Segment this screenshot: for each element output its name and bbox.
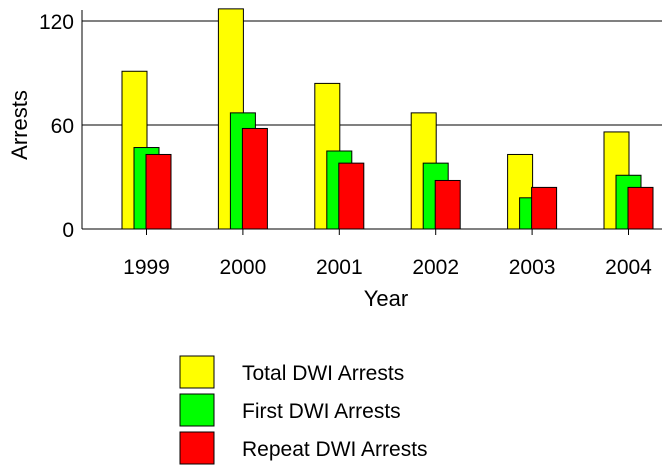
repeat-dwi-bar [241, 127, 268, 230]
repeat-dwi-bar [434, 179, 461, 230]
legend-swatch [179, 393, 215, 427]
repeat-dwi-bar [627, 186, 654, 230]
x-tick-labels: 1999 2000 2001 2002 2003 2004 [123, 256, 652, 279]
y-axis-title: Arrests [7, 90, 32, 160]
legend-swatch [179, 431, 215, 465]
legend-label: Repeat DWI Arrests [242, 438, 428, 461]
legend-label: First DWI Arrests [242, 400, 401, 423]
x-tick-label: 2001 [316, 256, 363, 279]
gridlines [82, 20, 662, 126]
axes [81, 10, 662, 235]
legend-item-first: First DWI Arrests [179, 393, 401, 427]
legend-item-total: Total DWI Arrests [179, 355, 404, 389]
x-tick-label: 2002 [412, 256, 459, 279]
x-tick-label: 2004 [605, 256, 652, 279]
x-tick-label: 1999 [123, 256, 170, 279]
x-tick-label: 2000 [220, 256, 267, 279]
legend-swatch [179, 355, 215, 389]
y-tick-label: 0 [62, 219, 74, 242]
x-tick-label: 2003 [509, 256, 556, 279]
legend-item-repeat: Repeat DWI Arrests [179, 431, 428, 465]
repeat-dwi-bar [145, 153, 172, 230]
bars [121, 8, 654, 230]
legend: Total DWI Arrests First DWI Arrests Repeat… [179, 355, 428, 465]
repeat-dwi-bar [338, 162, 365, 230]
legend-label: Total DWI Arrests [242, 362, 404, 385]
repeat-dwi-bar [531, 186, 558, 230]
y-tick-labels: 0 60 120 [39, 11, 74, 242]
x-axis-title: Year [364, 286, 408, 311]
y-tick-label: 120 [39, 11, 74, 34]
y-tick-label: 60 [51, 115, 74, 138]
